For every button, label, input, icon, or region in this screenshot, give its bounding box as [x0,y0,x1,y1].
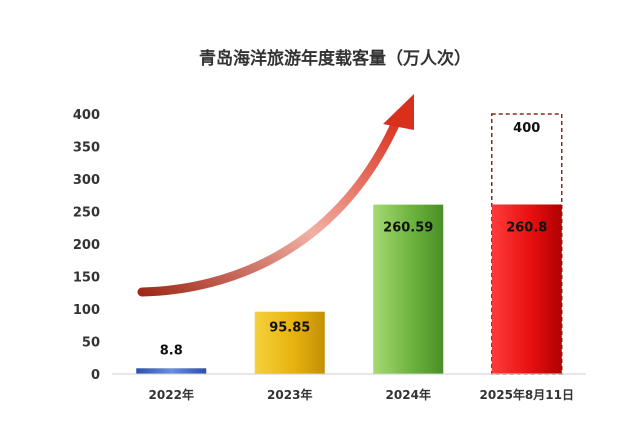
bar [254,311,325,374]
y-tick-label: 400 [73,108,100,123]
bar-value-label: 8.8 [160,343,183,358]
target-value-label: 400 [513,121,540,136]
y-tick-label: 0 [91,368,100,383]
trend-arrow-shaft [137,113,403,297]
trend-arrow-head [383,94,414,130]
trend-arrow [137,94,414,297]
x-axis: 2022年 2023年 2024年 2025年8月11日 [112,373,586,402]
y-tick-label: 150 [73,271,100,286]
bar [491,204,562,374]
bar-value-label: 95.85 [269,321,310,336]
x-tick-label: 2024年 [386,387,431,402]
chart-title: 青岛海洋旅游年度载客量（万人次） [199,48,471,69]
x-tick-label: 2023年 [267,387,312,402]
y-tick-label: 250 [73,206,100,221]
y-tick-label: 350 [73,141,100,156]
bar-value-label: 260.8 [506,220,547,235]
x-tick-label: 2025年8月11日 [480,387,574,402]
x-tick-label: 2022年 [149,387,194,402]
bar [136,368,207,374]
y-tick-label: 50 [82,336,100,351]
y-axis: 0 50 100 150 200 250 300 350 400 [73,108,100,383]
bars: 8.8 95.85 260.59 400 260.8 [136,113,563,375]
bar [373,204,444,374]
y-tick-label: 300 [73,173,100,188]
bar-value-label: 260.59 [383,221,433,236]
y-tick-label: 100 [73,303,100,318]
y-tick-label: 200 [73,238,100,253]
